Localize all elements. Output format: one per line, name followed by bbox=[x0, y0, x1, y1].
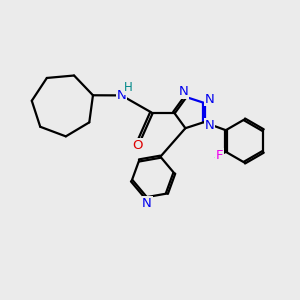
Text: N: N bbox=[142, 197, 152, 210]
Text: F: F bbox=[216, 148, 223, 162]
Text: H: H bbox=[124, 81, 133, 94]
Text: O: O bbox=[132, 139, 142, 152]
Text: N: N bbox=[204, 93, 214, 106]
Text: N: N bbox=[117, 89, 126, 102]
Text: N: N bbox=[179, 85, 189, 98]
Text: N: N bbox=[204, 119, 214, 132]
